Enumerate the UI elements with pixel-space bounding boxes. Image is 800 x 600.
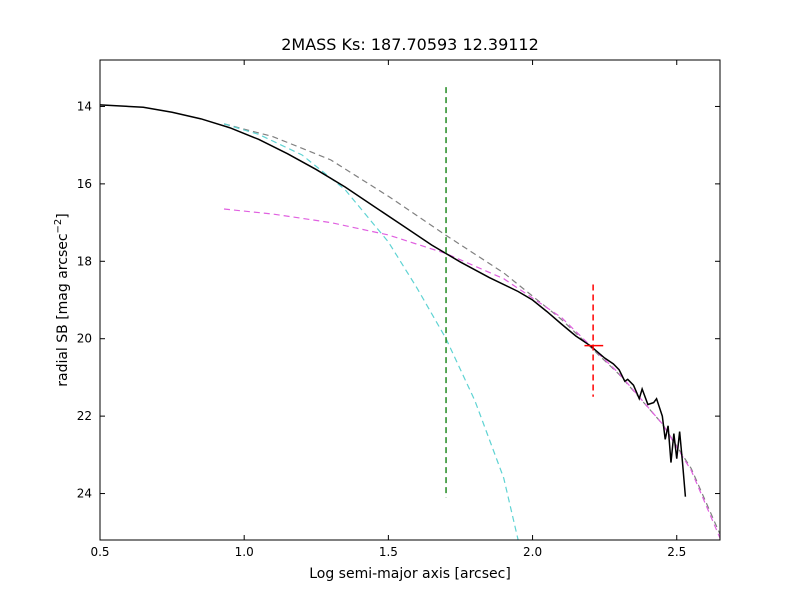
marker-layer — [445, 87, 604, 498]
y-tick-label: 22 — [77, 409, 92, 423]
x-tick-label: 2.0 — [523, 545, 542, 559]
y-axis-label-superscript: −2 — [53, 219, 64, 234]
tick-layer: 0.5 1.0 1.5 2.0 2.5 14 16 18 20 22 24 — [77, 60, 720, 559]
series-line-3 — [223, 208, 720, 539]
y-axis-label: radial SB [mag arcsec−2] — [53, 213, 71, 387]
series-layer — [100, 104, 720, 540]
x-tick-label: 1.5 — [379, 545, 398, 559]
series-line-2 — [223, 123, 519, 540]
x-axis-label: Log semi-major axis [arcsec] — [309, 566, 511, 582]
y-axis-label-close: ] — [55, 213, 71, 218]
y-tick-label: 16 — [77, 177, 92, 191]
y-tick-label: 18 — [77, 254, 92, 268]
chart-title: 2MASS Ks: 187.70593 12.39112 — [281, 35, 539, 54]
y-tick-label: 20 — [77, 332, 92, 346]
series-line-0 — [100, 104, 687, 497]
x-tick-label: 2.5 — [667, 545, 686, 559]
plot-frame — [99, 59, 721, 541]
y-tick-label: 24 — [77, 487, 92, 501]
y-axis-label-main: radial SB [mag arcsec — [55, 233, 71, 386]
y-tick-label: 14 — [77, 99, 92, 113]
x-tick-label: 1.0 — [235, 545, 254, 559]
x-tick-label: 0.5 — [90, 545, 109, 559]
series-line-1 — [223, 123, 720, 535]
